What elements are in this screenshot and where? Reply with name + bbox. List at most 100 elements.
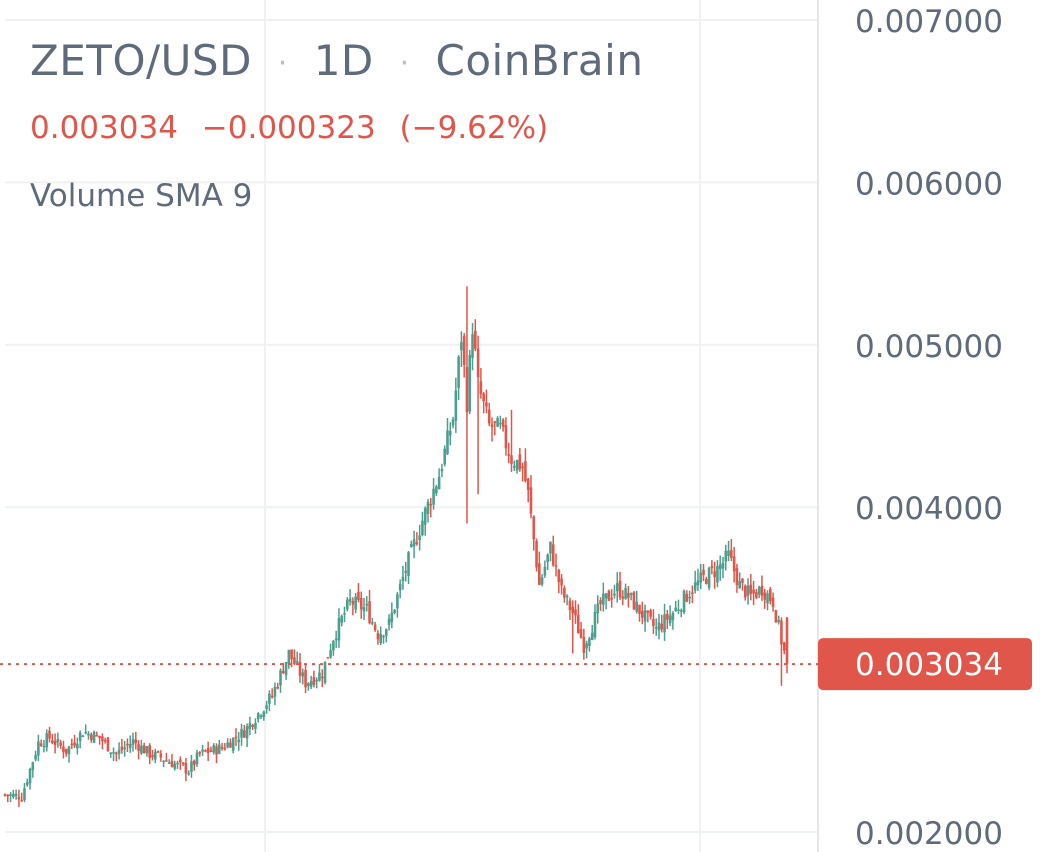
candle-down [106,737,110,752]
candle-up [410,544,413,547]
candle-up [345,599,349,610]
candle-up [387,618,391,625]
candle-down [501,419,505,427]
candle-up [117,749,121,754]
candle-down [607,590,611,601]
candle-up [307,683,310,687]
candle-up [245,726,249,739]
candle-up [265,705,268,709]
candle-up [515,460,519,471]
candle-down [159,753,163,758]
candlestick-series [3,286,789,807]
candle-down [137,744,140,751]
candle-down [774,610,778,623]
candle-down [532,516,536,540]
candle-up [67,746,71,755]
candle-up [14,793,18,796]
candle-up [123,747,126,750]
candle-down [479,381,483,395]
candle-up [696,580,700,586]
candle-up [426,501,430,514]
candle-up [42,745,46,748]
interval-label[interactable]: 1D [313,36,374,85]
candle-up [540,577,544,585]
candle-up [565,595,569,598]
candle-down [357,591,360,601]
candle-down [465,367,469,413]
candle-down [103,740,107,742]
candle-up [176,762,179,765]
candle-up [398,583,402,591]
candle-up [334,638,338,641]
source-label: CoinBrain [435,36,644,85]
candle-up [663,614,666,633]
candle-up [593,611,597,638]
candle-down [220,747,224,749]
y-tick-label: 0.002000 [855,816,1003,852]
candle-up [259,715,263,717]
candle-up [309,681,313,687]
candle-down [660,623,664,630]
candle-down [507,454,511,456]
last-price-label: 0.003034 [818,638,1032,691]
candle-up [240,728,243,738]
candle-up [382,635,385,638]
candle-down [485,402,488,407]
candle-down [126,743,129,746]
candle-up [496,418,499,427]
candle-up [323,661,327,683]
candle-up [332,640,335,651]
candle-up [679,610,683,612]
candle-down [359,597,363,610]
candle-up [585,643,588,649]
candle-up [12,793,15,797]
candle-up [613,593,616,596]
candle-up [448,431,452,436]
candle-down [64,748,68,754]
candle-up [92,731,96,743]
candle-up [738,580,741,589]
candle-down [429,503,433,506]
price-change-percent: (−9.62%) [399,110,549,146]
chart-title: ZETO/USD · 1D · CoinBrain [30,36,643,85]
candle-down [730,550,733,558]
candle-up [454,390,458,421]
candle-up [460,342,463,351]
candle-up [384,629,388,636]
candle-up [471,334,474,358]
candle-down [53,740,57,745]
candle-up [256,713,260,720]
candle-down [493,421,497,423]
candle-down [181,762,185,765]
candle-up [28,768,32,784]
candle-up [31,762,35,770]
candle-up [724,550,728,562]
candle-up [262,711,266,717]
candle-up [145,746,149,754]
price-axis[interactable]: 0.007000 0.006000 0.005000 0.004000 0.002000 [855,4,1003,852]
candle-down [763,592,767,600]
candle-down [312,676,316,685]
candle-down [151,754,154,758]
candle-down [638,604,641,614]
candle-up [162,760,165,763]
candle-down [510,455,513,464]
candle-up [76,743,79,749]
candle-up [543,566,547,576]
candle-down [490,424,494,428]
candle-up [396,594,399,609]
indicator-legend[interactable]: Volume SMA 9 [30,178,253,214]
candle-up [329,650,332,658]
symbol-label[interactable]: ZETO/USD [30,36,252,85]
candle-down [73,742,76,746]
candle-down [298,662,302,676]
price-change-value: −0.000323 [201,110,376,146]
candle-up [643,610,647,622]
candle-down [743,585,747,598]
candle-down [204,750,207,752]
candle-down [568,600,572,610]
y-tick-label: 0.006000 [855,166,1003,202]
candle-down [685,593,689,602]
candle-up [348,598,352,602]
